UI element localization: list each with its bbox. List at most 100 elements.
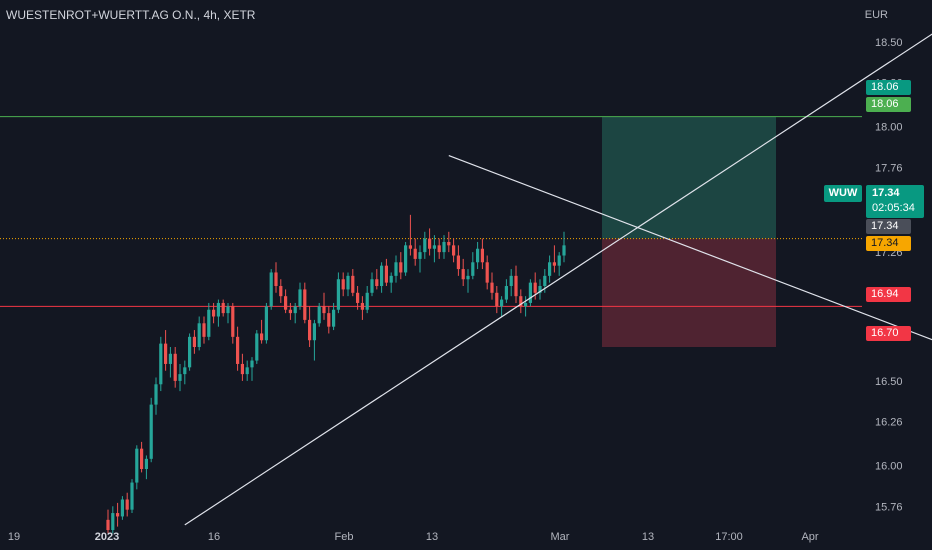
candle-body	[264, 306, 268, 341]
candle-body	[447, 241, 451, 246]
candle-body	[375, 279, 379, 287]
candle-body	[341, 279, 345, 290]
candle-body	[336, 279, 340, 310]
candle-body	[236, 336, 240, 364]
candle-body	[562, 245, 566, 256]
candle-body	[538, 286, 542, 293]
candle-body	[120, 499, 124, 517]
candle-body	[394, 262, 398, 276]
chart-title: WUESTENROT+WUERTT.AG O.N., 4h, XETR	[6, 8, 256, 22]
candle-body	[322, 306, 326, 314]
candle-body	[399, 262, 403, 273]
candle-body	[173, 353, 177, 381]
entry-orange-label: 17.34	[866, 236, 911, 251]
candle-body	[106, 519, 110, 530]
candle-body	[404, 245, 408, 273]
candle-body	[524, 302, 528, 307]
time-tick: 13	[426, 531, 438, 543]
symbol-tag: WUW	[824, 185, 862, 202]
time-tick: Apr	[801, 531, 818, 543]
candle-body	[384, 265, 388, 283]
candle-body	[197, 323, 201, 348]
candle-body	[466, 275, 470, 280]
candle-body	[365, 292, 369, 310]
candle-body	[269, 272, 273, 307]
price-tick: 17.76	[875, 162, 903, 174]
candle-body	[130, 482, 134, 510]
candle-body	[279, 286, 283, 297]
candle-body	[317, 306, 321, 324]
candle-body	[356, 292, 360, 303]
candle-body	[461, 269, 465, 280]
candle-body	[135, 448, 139, 483]
price-tick: 16.26	[875, 417, 903, 429]
rising-trendline	[184, 33, 932, 526]
candle-body	[471, 262, 475, 276]
candle-body	[111, 513, 115, 530]
candle-body	[293, 306, 297, 314]
candle-body	[207, 309, 211, 337]
candle-body	[557, 255, 561, 266]
candle-body	[543, 275, 547, 287]
candle-body	[312, 323, 316, 341]
time-tick: 2023	[95, 531, 119, 543]
candle-body	[250, 360, 254, 368]
candle-body	[140, 448, 144, 470]
candle-body	[178, 374, 182, 381]
price-tick: 16.50	[875, 376, 903, 388]
price-tick: 18.50	[875, 37, 903, 49]
candle-body	[188, 336, 192, 368]
candle-body	[164, 343, 168, 364]
candle-body	[260, 333, 264, 341]
candle-body	[221, 302, 225, 314]
time-tick: Feb	[335, 531, 354, 543]
candle-body	[389, 275, 393, 283]
candle-body	[212, 309, 216, 317]
candles	[106, 214, 566, 534]
candle-body	[245, 367, 249, 375]
loss-zone	[602, 238, 776, 348]
candle-body	[514, 275, 518, 297]
candle-body	[327, 313, 331, 327]
candle-body	[183, 367, 187, 375]
time-tick: 16	[208, 531, 220, 543]
candle-body	[332, 309, 336, 327]
candle-body	[485, 262, 489, 283]
candle-body	[231, 306, 235, 337]
candle-body	[116, 513, 120, 517]
last-price-box: 17.34 02:05:34	[866, 185, 924, 218]
candle-body	[480, 248, 484, 263]
price-tick: 18.00	[875, 122, 903, 134]
candle-body	[428, 238, 432, 249]
candle-body	[442, 241, 446, 253]
candle-body	[418, 252, 422, 259]
candle-body	[413, 248, 417, 259]
candle-body	[125, 499, 129, 510]
candle-body	[476, 248, 480, 263]
candle-body	[274, 272, 278, 287]
red-line-label: 16.94	[866, 287, 911, 302]
target-line-label: 18.06	[866, 97, 911, 112]
candle-body	[202, 323, 206, 337]
time-tick: 13	[642, 531, 654, 543]
candle-body	[456, 255, 460, 270]
candle-body	[346, 275, 350, 290]
price-tick: 15.76	[875, 501, 903, 513]
candle-body	[288, 309, 292, 314]
candle-body	[548, 262, 552, 276]
candle-body	[408, 245, 412, 249]
candle-body	[519, 296, 523, 307]
candle-body	[168, 353, 172, 364]
candle-body	[216, 302, 220, 317]
candle-body	[284, 296, 288, 310]
stop-price-label: 16.70	[866, 326, 911, 341]
bar-countdown: 02:05:34	[872, 202, 915, 214]
candle-body	[452, 245, 456, 256]
candle-body	[240, 363, 244, 375]
candle-body	[298, 289, 302, 307]
candle-body	[370, 279, 374, 293]
candle-body	[159, 343, 163, 385]
time-axis: 19 2023 16 Feb 13 Mar 13 17:00 Apr	[8, 531, 819, 543]
candle-body	[423, 238, 427, 253]
